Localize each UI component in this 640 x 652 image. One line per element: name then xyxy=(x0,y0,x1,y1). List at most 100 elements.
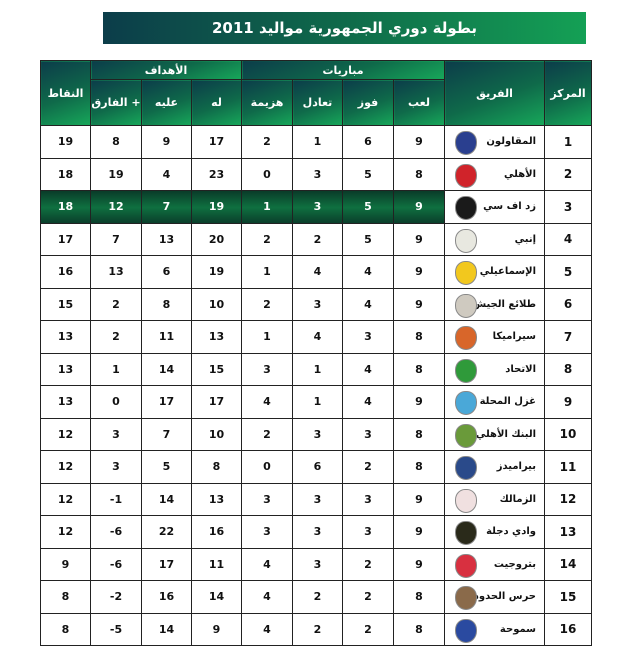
points-cell: 13 xyxy=(40,320,91,354)
wins-cell: 3 xyxy=(342,417,394,451)
header-rank: المركز xyxy=(544,60,593,126)
team-cell: بتروجيت xyxy=(444,547,546,581)
rank-cell: 8 xyxy=(544,352,593,386)
draws-cell: 3 xyxy=(292,482,343,516)
table-row: 8 -2 16 14 4 2 2 8 حرس الحدود 15 xyxy=(40,580,593,614)
team-logo-icon xyxy=(455,228,478,253)
page-title: بطولة دوري الجمهورية مواليد 2011 xyxy=(103,12,586,44)
played-cell: 9 xyxy=(392,385,446,419)
team-logo-icon xyxy=(455,163,478,188)
losses-cell: 1 xyxy=(241,190,293,224)
team-name: الإسماعيلي xyxy=(479,266,537,278)
played-cell: 8 xyxy=(392,157,446,191)
wins-cell: 2 xyxy=(342,612,394,646)
table-row: 16 13 6 19 1 4 4 9 الإسماعيلي 5 xyxy=(40,255,593,289)
diff-cell: 7 xyxy=(90,222,142,256)
team-name: وادي دجلة xyxy=(486,526,537,538)
rank-cell: 2 xyxy=(544,157,593,191)
points-cell: 13 xyxy=(40,352,91,386)
losses-cell: 0 xyxy=(241,450,293,484)
for-cell: 19 xyxy=(191,255,242,289)
team-name: سموحة xyxy=(499,623,537,635)
wins-cell: 3 xyxy=(342,482,394,516)
points-cell: 12 xyxy=(40,482,91,516)
wins-cell: 4 xyxy=(342,352,394,386)
team-cell: الاتحاد xyxy=(444,352,546,386)
diff-cell: 3 xyxy=(90,450,142,484)
rank-cell: 14 xyxy=(544,547,593,581)
points-cell: 17 xyxy=(40,222,91,256)
table-row: 17 7 13 20 2 2 5 9 إنبي 4 xyxy=(40,222,593,256)
points-cell: 12 xyxy=(40,417,91,451)
team-cell: طلائع الجيش xyxy=(444,287,546,321)
against-cell: 6 xyxy=(141,255,192,289)
table-row: 18 19 4 23 0 3 5 8 الأهلي 2 xyxy=(40,157,593,191)
draws-cell: 1 xyxy=(292,385,343,419)
team-logo-icon xyxy=(455,196,478,220)
team-cell: الزمالك xyxy=(444,482,546,516)
against-cell: 4 xyxy=(141,157,192,191)
team-cell: سموحة xyxy=(444,612,546,646)
diff-cell: 8 xyxy=(90,125,142,159)
header-points: النقاط xyxy=(40,60,91,126)
points-cell: 13 xyxy=(40,385,91,419)
wins-cell: 4 xyxy=(342,287,394,321)
for-cell: 20 xyxy=(191,222,242,256)
played-cell: 9 xyxy=(392,255,446,289)
diff-cell: 0 xyxy=(90,385,142,419)
points-cell: 15 xyxy=(40,287,91,321)
team-cell: البنك الأهلي xyxy=(444,417,546,451)
against-cell: 7 xyxy=(141,417,192,451)
draws-cell: 6 xyxy=(292,450,343,484)
standings-body: 19 8 9 17 2 1 6 9 المقاولون 1 18 19 4 23 0 3 5 8 الأهلي 2 18… xyxy=(40,125,593,646)
draws-cell: 2 xyxy=(292,580,343,614)
losses-cell: 1 xyxy=(241,320,293,354)
for-cell: 17 xyxy=(191,125,242,159)
team-name: زد اف سي xyxy=(483,201,537,213)
diff-cell: 2 xyxy=(90,287,142,321)
diff-cell: 19 xyxy=(90,157,142,191)
rank-cell: 4 xyxy=(544,222,593,256)
draws-cell: 1 xyxy=(292,352,343,386)
team-cell: إنبي xyxy=(444,222,546,256)
team-name: الاتحاد xyxy=(505,363,537,375)
points-cell: 12 xyxy=(40,515,91,549)
table-row: 12 3 5 8 0 6 2 8 بيراميدز 11 xyxy=(40,450,593,484)
rank-cell: 5 xyxy=(544,255,593,289)
wins-cell: 4 xyxy=(342,385,394,419)
header-matches: مباريات xyxy=(240,60,446,80)
losses-cell: 1 xyxy=(241,255,293,289)
table-row: 13 2 11 13 1 4 3 8 سيراميكا 7 xyxy=(40,320,593,354)
team-name: حرس الحدود xyxy=(473,591,537,603)
losses-cell: 4 xyxy=(241,547,293,581)
draws-cell: 3 xyxy=(292,190,343,224)
team-name: طلائع الجيش xyxy=(472,298,537,310)
played-cell: 9 xyxy=(392,125,446,159)
draws-cell: 2 xyxy=(292,222,343,256)
against-cell: 14 xyxy=(141,612,192,646)
team-logo-icon xyxy=(455,423,478,448)
team-logo-icon xyxy=(455,391,478,415)
table-row: 9 -6 17 11 4 3 2 9 بتروجيت 14 xyxy=(40,547,593,581)
header-goals: الأهداف xyxy=(90,60,242,80)
team-logo-icon xyxy=(455,488,478,513)
draws-cell: 2 xyxy=(292,612,343,646)
table-row: 15 2 8 10 2 3 4 9 طلائع الجيش 6 xyxy=(40,287,593,321)
table-row: 18 12 7 19 1 3 5 9 زد اف سي 3 xyxy=(40,190,593,224)
diff-cell: 3 xyxy=(90,417,142,451)
team-name: بتروجيت xyxy=(493,558,537,570)
against-cell: 22 xyxy=(141,515,192,549)
losses-cell: 2 xyxy=(241,287,293,321)
team-logo-icon xyxy=(455,553,478,578)
rank-cell: 10 xyxy=(544,417,593,451)
header-diff: الفارق + xyxy=(90,79,142,126)
points-cell: 9 xyxy=(40,547,91,581)
losses-cell: 3 xyxy=(241,515,293,549)
for-cell: 10 xyxy=(191,287,242,321)
team-cell: حرس الحدود xyxy=(444,580,546,614)
header-for: له xyxy=(191,79,242,126)
points-cell: 8 xyxy=(40,580,91,614)
diff-cell: 1 xyxy=(90,352,142,386)
draws-cell: 1 xyxy=(292,125,343,159)
for-cell: 23 xyxy=(191,157,242,191)
